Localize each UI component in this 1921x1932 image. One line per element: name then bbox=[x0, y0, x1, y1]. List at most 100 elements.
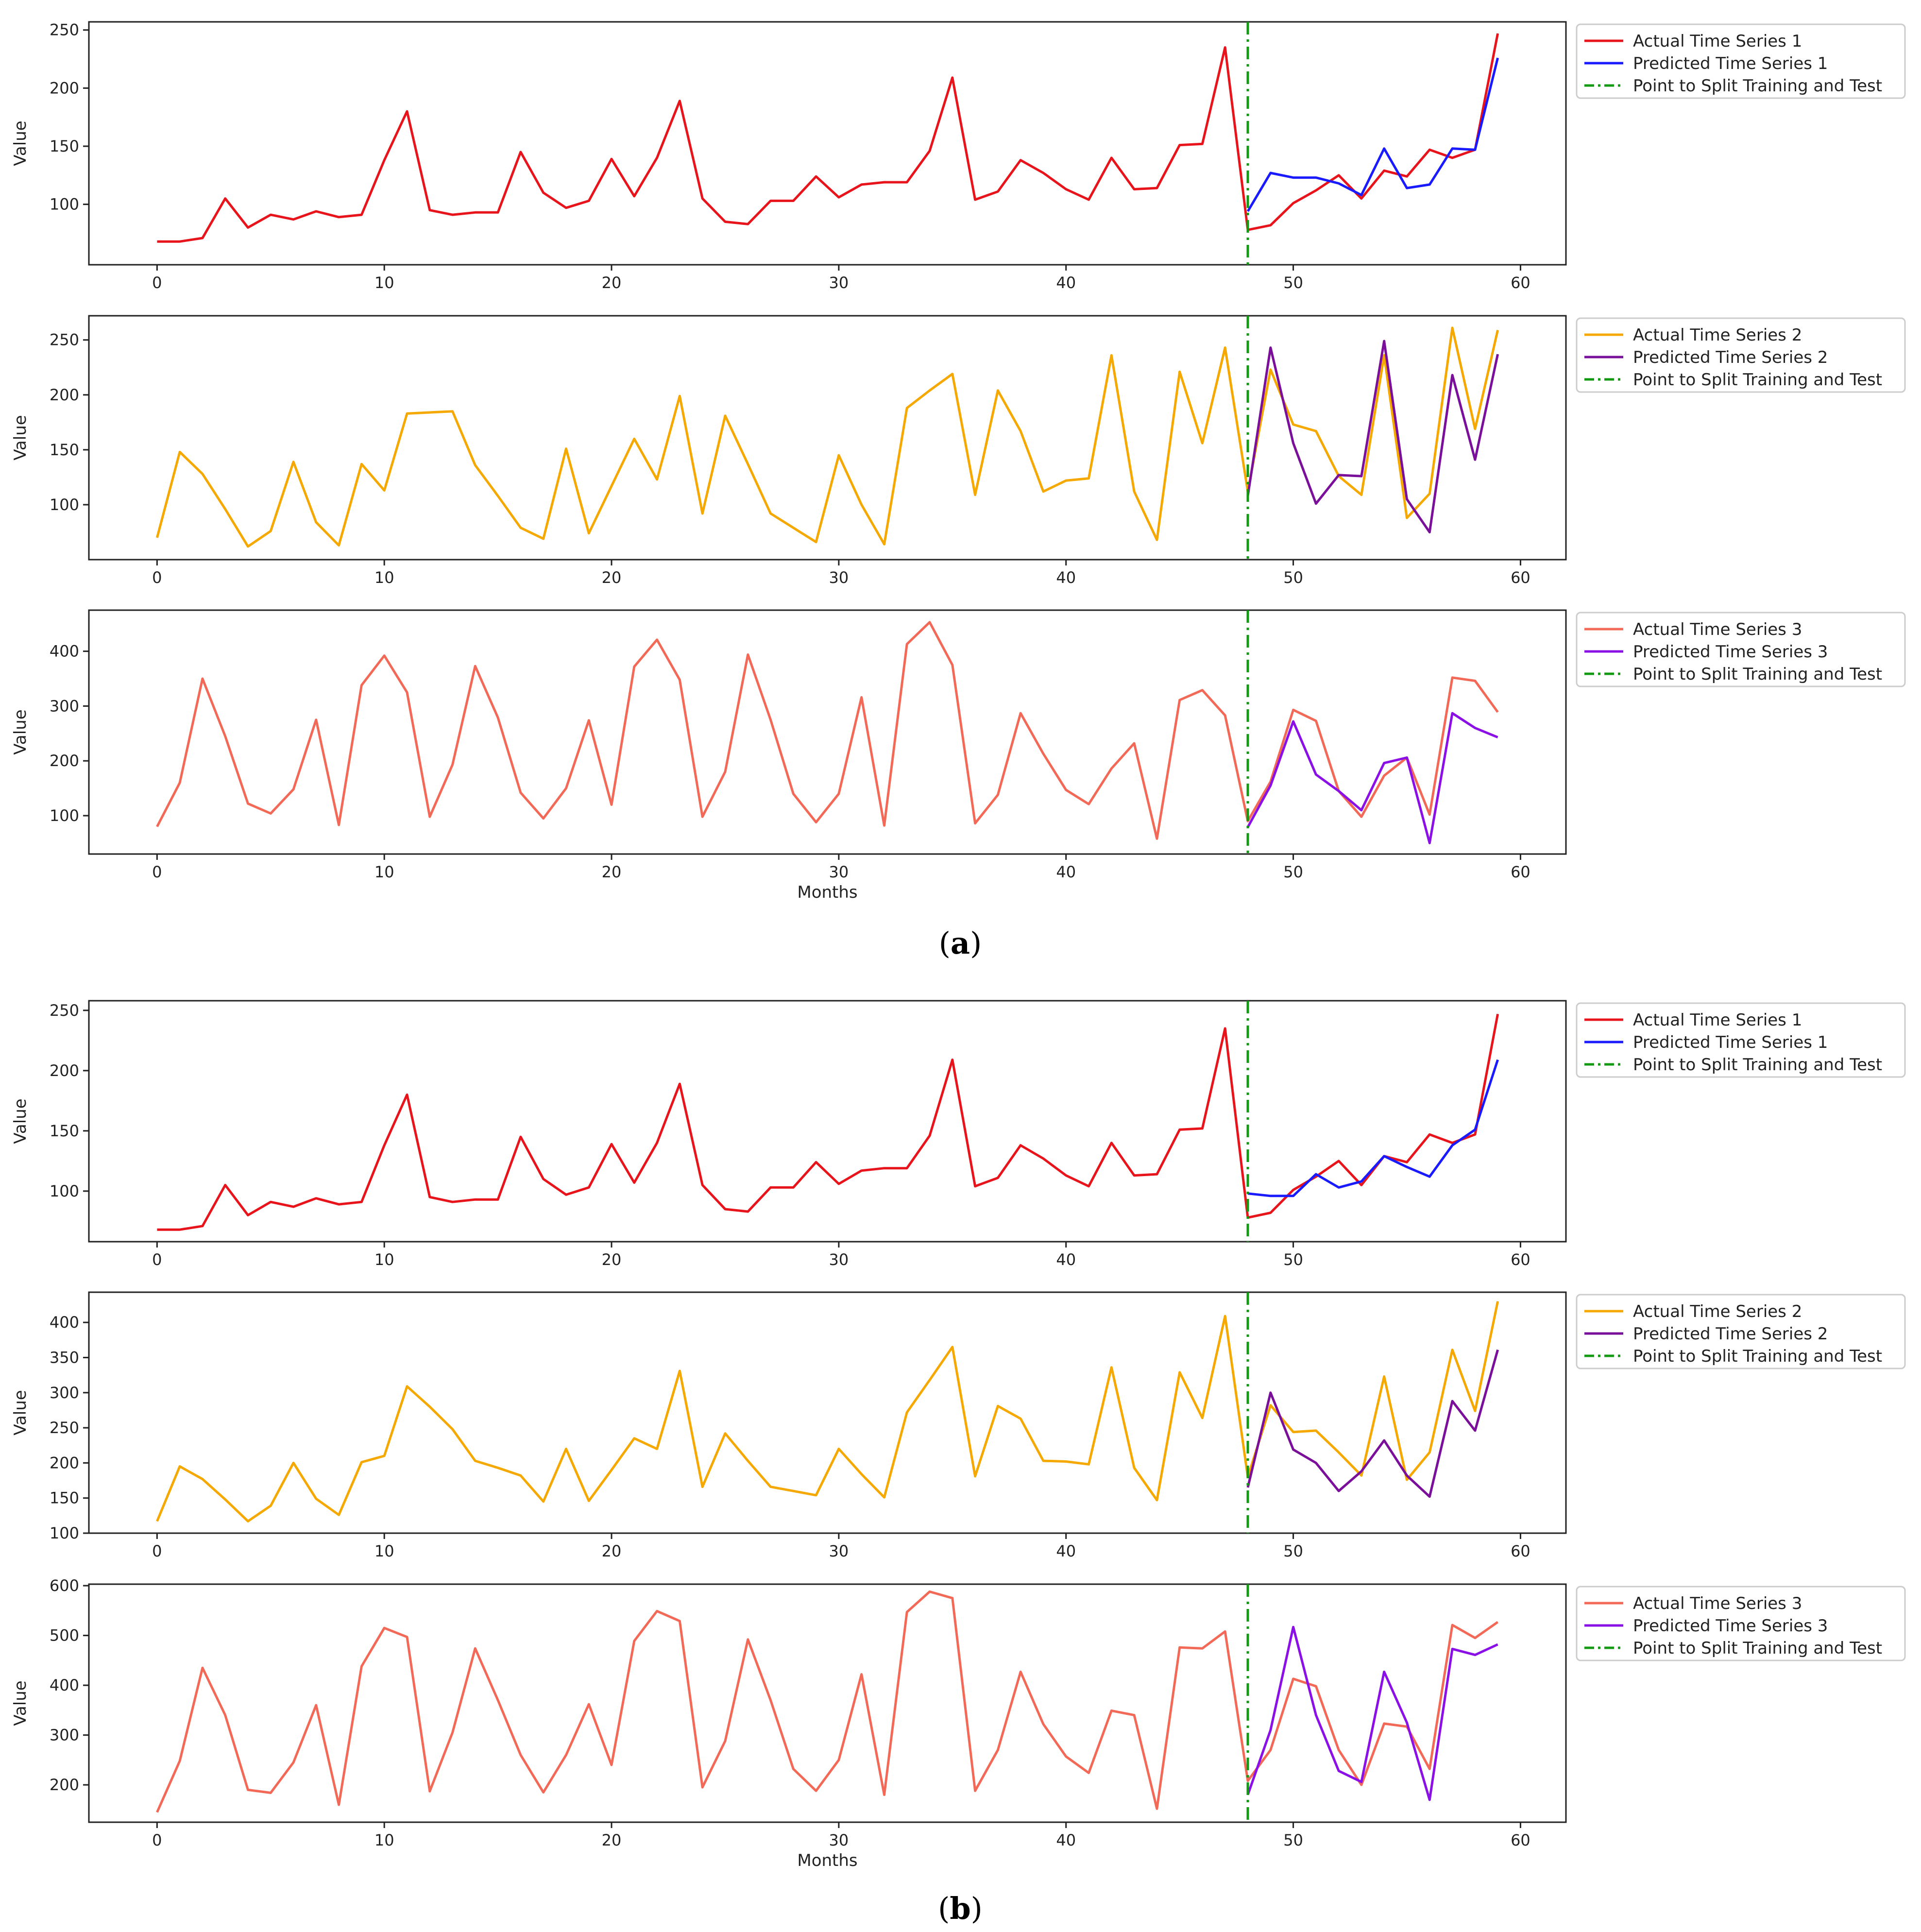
x-tick-label: 50 bbox=[1283, 863, 1303, 881]
legend: Actual Time Series 2 Predicted Time Serie… bbox=[1576, 1294, 1906, 1369]
plot-area bbox=[155, 316, 1499, 560]
subplot-a-3: 0 10 20 30 40 50 60 100 200 300 400 Value Months Actu… bbox=[11, 609, 1906, 902]
actual-time-series-1-line bbox=[157, 1013, 1499, 1231]
x-tick-label: 30 bbox=[829, 1542, 849, 1560]
y-tick-label: 200 bbox=[50, 1776, 79, 1794]
x-tick-label: 0 bbox=[152, 1831, 162, 1849]
x-tick-label: 10 bbox=[374, 274, 394, 292]
x-tick-label: 20 bbox=[602, 1542, 622, 1560]
subplot-b-2: 0 10 20 30 40 50 60 100 150 200 250 300 350 400 Value A… bbox=[11, 1291, 1906, 1560]
y-tick-label: 150 bbox=[50, 1489, 79, 1507]
legend-box bbox=[1576, 23, 1906, 99]
actual-time-series-2-line bbox=[155, 326, 1499, 548]
legend-entry: Point to Split Training and Test bbox=[1633, 1347, 1882, 1366]
y-tick-label: 200 bbox=[50, 1061, 79, 1080]
y-tick-label: 300 bbox=[50, 697, 79, 715]
actual-time-series-1-line bbox=[157, 33, 1499, 243]
actual-time-series-3-line bbox=[156, 1590, 1499, 1813]
x-tick-label: 60 bbox=[1511, 1831, 1530, 1849]
legend-entry: Actual Time Series 2 bbox=[1633, 1302, 1802, 1321]
y-tick-label: 200 bbox=[50, 79, 79, 97]
plot-area bbox=[157, 22, 1499, 265]
x-tick-label: 60 bbox=[1511, 863, 1530, 881]
x-tick-label: 50 bbox=[1283, 568, 1303, 587]
legend-entry: Point to Split Training and Test bbox=[1633, 76, 1882, 96]
legend-entry: Actual Time Series 1 bbox=[1633, 1010, 1802, 1030]
y-tick-label: 250 bbox=[50, 21, 79, 39]
y-axis-label: Value bbox=[11, 415, 30, 460]
x-tick-label: 0 bbox=[152, 274, 162, 292]
x-tick-label: 30 bbox=[829, 274, 849, 292]
y-tick-label: 300 bbox=[50, 1726, 79, 1744]
predicted-time-series-3-line bbox=[1246, 1625, 1498, 1801]
x-tick-label: 20 bbox=[602, 1250, 622, 1269]
x-tick-label: 10 bbox=[374, 1542, 394, 1560]
legend-entry: Predicted Time Series 1 bbox=[1633, 1033, 1828, 1052]
y-tick-label: 100 bbox=[50, 806, 79, 825]
legend: Actual Time Series 3 Predicted Time Serie… bbox=[1576, 1586, 1906, 1661]
plot-area bbox=[157, 1001, 1499, 1242]
y-tick-label: 250 bbox=[50, 331, 79, 349]
x-tick-label: 50 bbox=[1283, 1250, 1303, 1269]
x-tick-label: 50 bbox=[1283, 274, 1303, 292]
x-tick-label: 60 bbox=[1511, 568, 1530, 587]
y-tick-label: 100 bbox=[50, 1524, 79, 1542]
plot-frame bbox=[88, 1583, 1567, 1823]
actual-time-series-2-line bbox=[156, 1301, 1499, 1522]
y-tick-label: 500 bbox=[50, 1626, 79, 1645]
y-axis-label: Value bbox=[11, 709, 30, 754]
legend-entry: Predicted Time Series 3 bbox=[1633, 1616, 1828, 1636]
x-axis-label: Months bbox=[797, 883, 857, 902]
legend: Actual Time Series 1 Predicted Time Serie… bbox=[1576, 23, 1906, 99]
legend-box bbox=[1576, 612, 1906, 687]
predicted-time-series-2-line bbox=[1246, 1349, 1499, 1498]
subplot-a-2: 0 10 20 30 40 50 60 100 150 200 250 Value Actual Tim… bbox=[11, 315, 1906, 587]
y-tick-label: 100 bbox=[50, 1182, 79, 1200]
plot-frame bbox=[88, 21, 1567, 266]
x-tick-label: 50 bbox=[1283, 1542, 1303, 1560]
legend-entry: Actual Time Series 2 bbox=[1633, 325, 1802, 345]
y-axis-label: Value bbox=[11, 1390, 30, 1435]
y-tick-label: 150 bbox=[50, 1122, 79, 1140]
legend-box bbox=[1576, 1294, 1906, 1369]
x-tick-label: 10 bbox=[374, 1831, 394, 1849]
y-tick-label: 400 bbox=[50, 1676, 79, 1694]
y-tick-label: 100 bbox=[50, 496, 79, 514]
predicted-time-series-3-line bbox=[1246, 712, 1498, 844]
legend: Actual Time Series 2 Predicted Time Serie… bbox=[1576, 317, 1906, 393]
subplot-a-1: 0 10 20 30 40 50 60 100 150 200 250 Value Actual Tim… bbox=[11, 21, 1906, 292]
x-tick-label: 60 bbox=[1511, 1542, 1530, 1560]
legend-entry: Point to Split Training and Test bbox=[1633, 1055, 1882, 1075]
legend-box bbox=[1576, 1002, 1906, 1078]
y-tick-label: 250 bbox=[50, 1419, 79, 1437]
y-tick-label: 100 bbox=[50, 195, 79, 214]
y-axis-label: Value bbox=[11, 120, 30, 166]
y-tick-label: 250 bbox=[50, 1001, 79, 1020]
x-tick-label: 40 bbox=[1056, 568, 1076, 587]
predicted-time-series-1-line bbox=[1246, 57, 1499, 212]
y-tick-label: 300 bbox=[50, 1384, 79, 1402]
x-tick-label: 30 bbox=[829, 568, 849, 587]
legend-entry: Predicted Time Series 1 bbox=[1633, 54, 1828, 73]
x-tick-label: 60 bbox=[1511, 274, 1530, 292]
x-tick-label: 10 bbox=[374, 1250, 394, 1269]
x-tick-label: 40 bbox=[1056, 1542, 1076, 1560]
legend-entry: Actual Time Series 1 bbox=[1633, 32, 1802, 51]
x-tick-label: 30 bbox=[829, 863, 849, 881]
plot-frame bbox=[88, 315, 1567, 561]
legend-entry: Actual Time Series 3 bbox=[1633, 620, 1802, 639]
x-tick-label: 40 bbox=[1056, 1831, 1076, 1849]
y-tick-label: 200 bbox=[50, 1453, 79, 1472]
legend-box bbox=[1576, 317, 1906, 393]
x-tick-label: 20 bbox=[602, 1831, 622, 1849]
subplot-b-3: 0 10 20 30 40 50 60 200 300 400 500 600 Value Months A… bbox=[11, 1576, 1906, 1870]
x-tick-label: 20 bbox=[602, 274, 622, 292]
y-tick-label: 350 bbox=[50, 1348, 79, 1367]
x-tick-label: 60 bbox=[1511, 1250, 1530, 1269]
legend-entry: Actual Time Series 3 bbox=[1633, 1594, 1802, 1613]
x-tick-label: 0 bbox=[152, 568, 162, 587]
x-tick-label: 30 bbox=[829, 1831, 849, 1849]
legend-entry: Point to Split Training and Test bbox=[1633, 665, 1882, 684]
plot-area bbox=[156, 1292, 1499, 1533]
y-axis-label: Value bbox=[11, 1098, 30, 1144]
